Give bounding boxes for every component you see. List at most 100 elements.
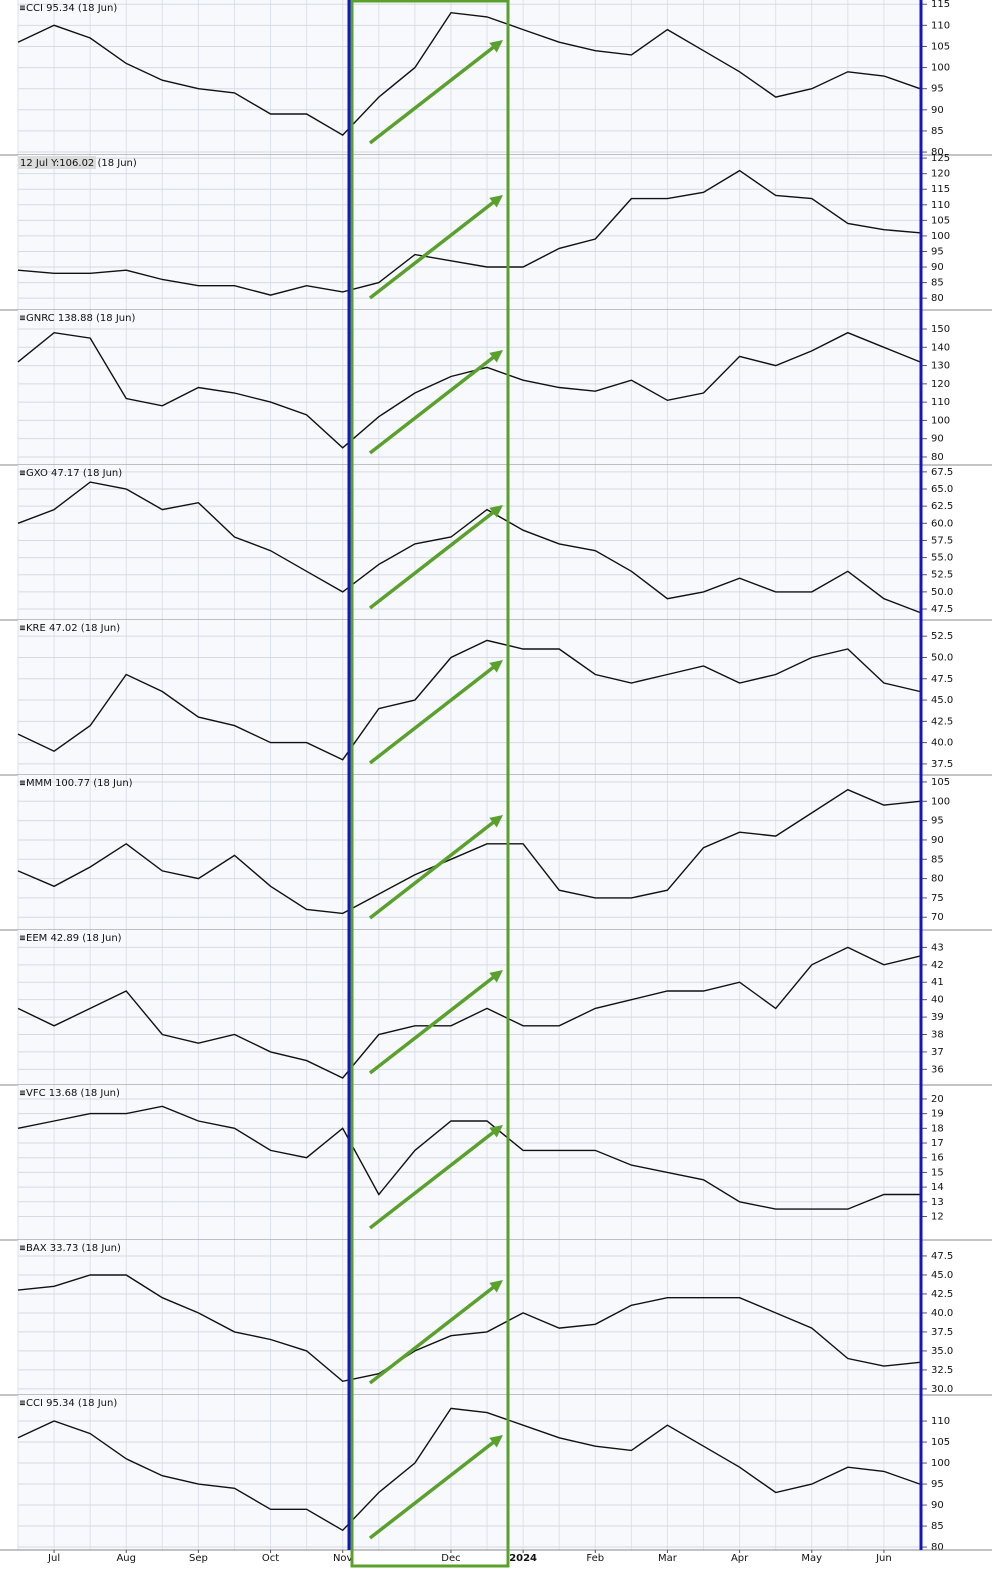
- y-tick-label: 100: [931, 1458, 950, 1469]
- y-tick-label: 30.0: [931, 1384, 953, 1395]
- title-icon: ≡: [19, 624, 26, 633]
- y-tick-label: 43: [931, 942, 944, 953]
- y-tick-label: 42.5: [931, 716, 953, 727]
- y-tick-label: 62.5: [931, 501, 953, 512]
- x-tick-label: Nov: [333, 1553, 353, 1564]
- price-line: [17, 169, 921, 296]
- y-tick-label: 95: [931, 816, 944, 827]
- y-tick-label: 55.0: [931, 553, 953, 564]
- y-tick-label: 40.0: [931, 1308, 953, 1319]
- y-tick-label: 67.5: [931, 467, 953, 478]
- y-tick-label: 120: [931, 379, 950, 390]
- panel-title: CCI 95.34 (18 Jun): [26, 1398, 117, 1409]
- y-tick-label: 105: [931, 215, 950, 226]
- y-tick-label: 41: [931, 977, 944, 988]
- panel: [18, 775, 920, 930]
- y-tick-label: 36: [931, 1064, 944, 1075]
- trend-arrow: [368, 664, 497, 765]
- y-tick-label: 50.0: [931, 587, 953, 598]
- y-tick-label: 42: [931, 960, 944, 971]
- trend-arrow: [368, 1439, 497, 1540]
- x-tick-label: Apr: [731, 1553, 749, 1564]
- panel-title: CCI 95.34 (18 Jun): [26, 3, 117, 14]
- y-tick-label: 60.0: [931, 518, 953, 529]
- y-tick-label: 105: [931, 41, 950, 52]
- panel-title: KRE 47.02 (18 Jun): [26, 623, 120, 634]
- x-tick-label: Feb: [586, 1553, 604, 1564]
- panel-title: GNRC 138.88 (18 Jun): [26, 313, 135, 324]
- panel-title: VFC 13.68 (18 Jun): [26, 1088, 120, 1099]
- y-tick-label: 110: [931, 20, 950, 31]
- y-tick-label: 57.5: [931, 535, 953, 546]
- y-tick-label: 130: [931, 361, 950, 372]
- x-tick-label: Mar: [658, 1553, 678, 1564]
- y-tick-label: 90: [931, 434, 944, 445]
- panel: [18, 310, 920, 465]
- y-tick-label: 85: [931, 126, 944, 137]
- price-line: [17, 1407, 921, 1532]
- y-tick-label: 42.5: [931, 1289, 953, 1300]
- panel: [18, 465, 920, 620]
- y-tick-label: 125: [931, 153, 950, 164]
- y-tick-label: 90: [931, 1500, 944, 1511]
- price-line: [17, 639, 921, 761]
- highlight-box: [350, 0, 510, 1568]
- trend-arrow-head: [489, 40, 503, 53]
- y-tick-label: 15: [931, 1167, 944, 1178]
- y-tick-label: 80: [931, 452, 944, 463]
- y-tick-label: 47.5: [931, 1251, 953, 1262]
- y-tick-label: 14: [931, 1182, 944, 1193]
- y-tick-label: 90: [931, 262, 944, 273]
- price-line: [17, 1274, 921, 1383]
- trend-arrow: [368, 819, 497, 920]
- panel: [18, 930, 920, 1085]
- trend-arrow-head: [489, 350, 503, 363]
- trend-arrow-head: [489, 815, 503, 828]
- trend-arrow: [368, 44, 497, 145]
- title-icon: ≡: [19, 1089, 26, 1098]
- title-background: [18, 156, 96, 169]
- y-tick-label: 100: [931, 63, 950, 74]
- y-tick-label: 17: [931, 1138, 944, 1149]
- y-tick-label: 110: [931, 1416, 950, 1427]
- y-tick-label: 38: [931, 1029, 944, 1040]
- panel: [18, 1240, 920, 1395]
- y-tick-label: 50.0: [931, 652, 953, 663]
- trend-arrow: [368, 354, 497, 455]
- trend-arrow-head: [489, 1435, 503, 1448]
- y-tick-label: 32.5: [931, 1365, 953, 1376]
- price-line: [17, 1105, 920, 1210]
- y-tick-label: 110: [931, 200, 950, 211]
- y-tick-label: 20: [931, 1094, 944, 1105]
- y-tick-label: 65.0: [931, 484, 953, 495]
- title-icon: ≡: [19, 779, 26, 788]
- price-line: [17, 481, 921, 614]
- y-tick-label: 47.5: [931, 674, 953, 685]
- title-icon: ≡: [19, 314, 26, 323]
- title-icon: ≡: [19, 1399, 26, 1408]
- price-line: [17, 331, 921, 449]
- y-tick-label: 95: [931, 84, 944, 95]
- price-line: [17, 946, 921, 1079]
- x-tick-label: 2024: [509, 1553, 537, 1564]
- y-tick-label: 115: [931, 184, 950, 195]
- y-tick-label: 80: [931, 1542, 944, 1553]
- title-icon: ≡: [19, 1244, 26, 1253]
- y-tick-label: 80: [931, 293, 944, 304]
- x-tick-label: Dec: [441, 1553, 460, 1564]
- y-tick-label: 35.0: [931, 1346, 953, 1357]
- panel-title: MMM 100.77 (18 Jun): [26, 778, 133, 789]
- panel-title: EEM 42.89 (18 Jun): [26, 933, 122, 944]
- y-tick-label: 110: [931, 397, 950, 408]
- y-tick-label: 85: [931, 278, 944, 289]
- trend-arrow: [368, 509, 497, 610]
- panel-title: 12 Jul Y:106.02 (18 Jun): [20, 158, 137, 169]
- title-icon: ≡: [19, 469, 26, 478]
- trend-arrow-head: [489, 970, 503, 983]
- y-tick-label: 90: [931, 105, 944, 116]
- y-tick-label: 37.5: [931, 759, 953, 770]
- y-tick-label: 12: [931, 1211, 944, 1222]
- y-tick-label: 100: [931, 231, 950, 242]
- trend-arrow-head: [489, 195, 503, 208]
- y-tick-label: 150: [931, 324, 950, 335]
